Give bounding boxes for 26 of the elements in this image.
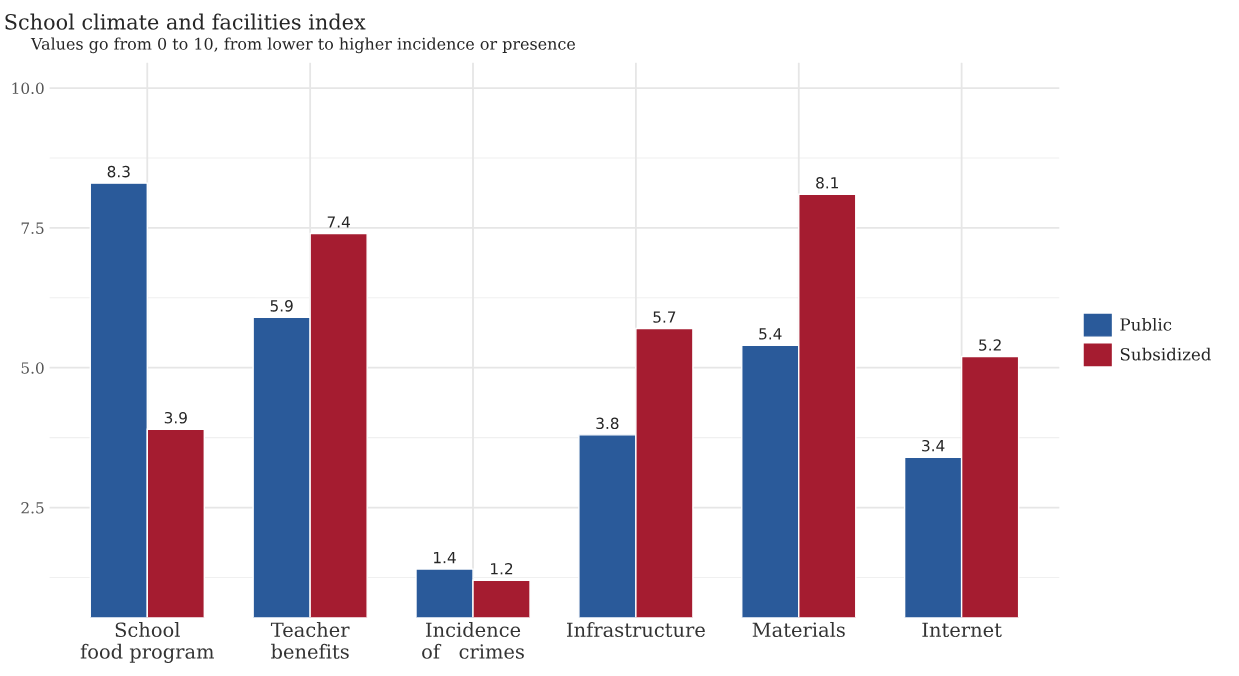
data-label: 1.4 [434, 551, 456, 564]
x-tick-label: Infrastructure [567, 622, 705, 638]
x-tick-label: Incidence of crimes [422, 622, 524, 659]
chart-title: School climate and facilities index [5, 13, 366, 30]
x-tick-label: Teacher benefits [270, 622, 350, 659]
data-label: 8.3 [107, 165, 130, 178]
data-label: 5.4 [759, 328, 782, 340]
data-label: 3.9 [164, 411, 187, 424]
data-label: 7.4 [327, 216, 350, 228]
data-label: 5.7 [653, 311, 676, 323]
data-label: 3.8 [596, 417, 619, 430]
x-tick-label: Internet [922, 622, 1002, 638]
data-label: 1.2 [491, 562, 513, 575]
data-label: 8.1 [816, 177, 838, 189]
data-label: 5.2 [979, 339, 1001, 351]
legend-label: Public [1120, 317, 1172, 331]
x-tick-label: School food program [80, 622, 214, 663]
data-label: 5.9 [270, 300, 293, 312]
x-tick-label: Materials [752, 622, 845, 638]
legend-label: Subsidized [1120, 347, 1211, 361]
chart-subtitle: Values go from 0 to 10, from lower to higher incidence or presence [30, 37, 576, 54]
data-label: 3.4 [922, 439, 945, 452]
y-tick-label: 5.0 [21, 362, 44, 374]
y-tick-label: 2.5 [21, 502, 44, 514]
y-tick-label: 7.5 [21, 222, 44, 234]
y-tick-label: 10.0 [12, 82, 44, 95]
